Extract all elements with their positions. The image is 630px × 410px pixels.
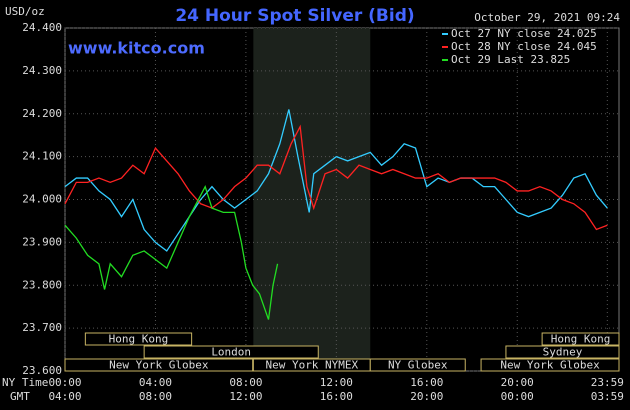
- session-box: [143, 345, 319, 359]
- x-tick-label: 04:00: [139, 376, 172, 389]
- x2-tick-label: 12:00: [229, 390, 262, 403]
- legend-label: Oct 28 NY close 24.045: [451, 40, 597, 53]
- session-label: Hong Kong: [551, 333, 611, 346]
- session-box: [480, 358, 620, 372]
- y-tick-label: 24.200: [22, 107, 62, 120]
- session-label: London: [211, 346, 251, 359]
- session-label: Hong Kong: [109, 333, 169, 346]
- x-tick-label: 23:59: [591, 376, 624, 389]
- y-tick-label: 23.700: [22, 321, 62, 334]
- y-axis-label: USD/oz: [5, 5, 45, 18]
- session-label: Sydney: [543, 346, 583, 359]
- x2-tick-label: 00:00: [501, 390, 534, 403]
- y-tick-label: 23.600: [22, 364, 62, 377]
- y-tick-label: 23.800: [22, 278, 62, 291]
- x2-tick-label: 20:00: [410, 390, 443, 403]
- timestamp: October 29, 2021 09:24: [474, 11, 620, 24]
- x2-tick-label: 04:00: [48, 390, 81, 403]
- session-box: [369, 358, 466, 372]
- website: www.kitco.com: [68, 39, 205, 58]
- session-label: New York NYMEX: [265, 359, 358, 372]
- legend-label: Oct 29 Last 23.825: [451, 53, 570, 66]
- y-tick-label: 24.300: [22, 64, 62, 77]
- x-tick-label: 00:00: [48, 376, 81, 389]
- session-label: New York Globex: [500, 359, 600, 372]
- x-axis-label: NY Time: [2, 376, 48, 389]
- y-tick-label: 24.400: [22, 21, 62, 34]
- series-line: [64, 124, 608, 231]
- x2-axis-label: GMT: [10, 390, 30, 403]
- x-tick-label: 08:00: [229, 376, 262, 389]
- x2-tick-label: 03:59: [591, 390, 624, 403]
- x2-tick-label: 16:00: [320, 390, 353, 403]
- session-box: [64, 358, 254, 372]
- y-tick-label: 24.000: [22, 193, 62, 206]
- series-line: [64, 184, 279, 320]
- y-tick-label: 24.100: [22, 150, 62, 163]
- session-band: [253, 28, 371, 371]
- series-line: [64, 109, 608, 252]
- session-label: New York Globex: [109, 359, 209, 372]
- chart-title: 24 Hour Spot Silver (Bid): [175, 6, 414, 26]
- plot-layer: [64, 27, 620, 372]
- session-box: [84, 332, 193, 346]
- x-tick-label: 20:00: [501, 376, 534, 389]
- session-box: [505, 345, 620, 359]
- x-tick-label: 16:00: [410, 376, 443, 389]
- session-box: [541, 332, 620, 346]
- y-tick-label: 23.900: [22, 235, 62, 248]
- legend-label: Oct 27 NY close 24.025: [451, 27, 597, 40]
- x2-tick-label: 08:00: [139, 390, 172, 403]
- x-tick-label: 12:00: [320, 376, 353, 389]
- session-label: NY Globex: [388, 359, 448, 372]
